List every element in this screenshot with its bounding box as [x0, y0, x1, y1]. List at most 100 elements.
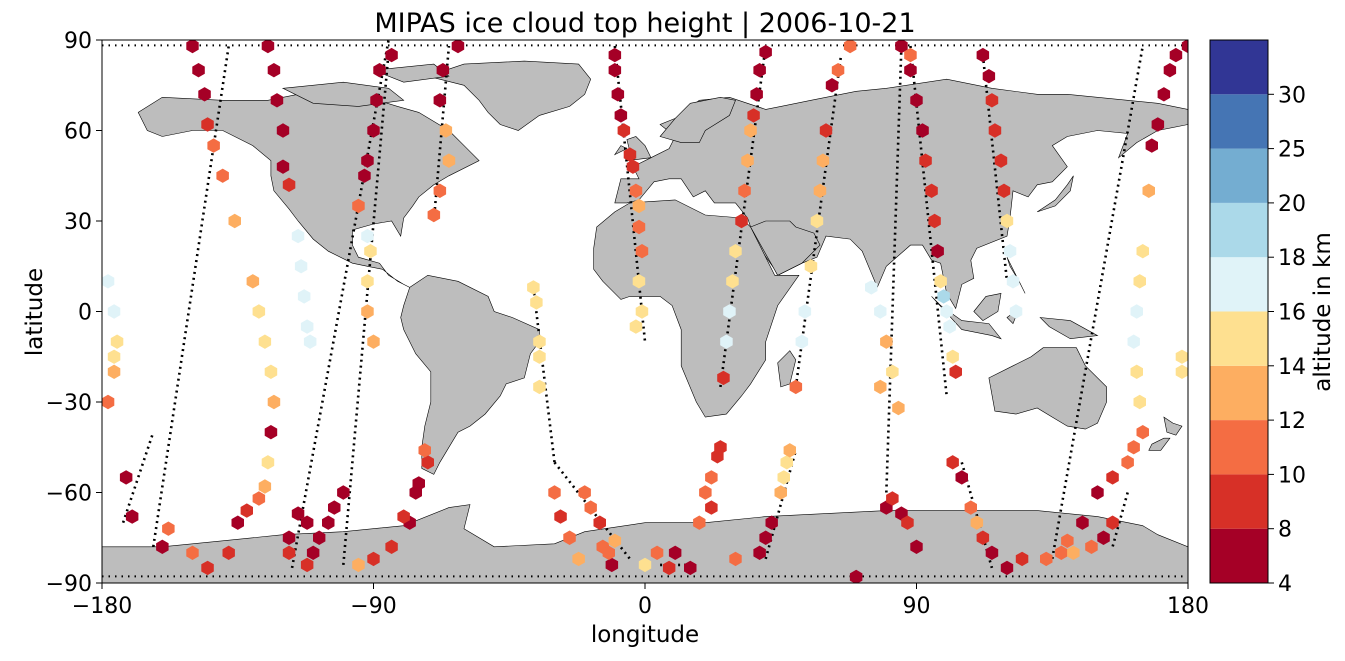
cloud-marker-11-0 — [789, 379, 803, 395]
cloud-marker-11-10 — [843, 40, 857, 54]
colorbar-segment-1 — [1210, 474, 1268, 529]
cloud-marker-8-7 — [705, 470, 718, 485]
cloud-marker-3-16 — [361, 153, 374, 168]
cloud-marker-9-0 — [717, 370, 730, 386]
cloud-marker-4-4 — [578, 485, 591, 500]
cloud-marker-16-6 — [1121, 455, 1134, 470]
cloud-marker-16-2 — [1061, 533, 1074, 548]
cloud-marker-6-4 — [433, 93, 447, 108]
cloud-marker-8-3 — [668, 545, 682, 560]
cloud-marker-7-13 — [629, 319, 643, 334]
cloud-marker-6-2 — [442, 153, 456, 168]
cloud-marker-6-0 — [427, 207, 441, 223]
cloud-marker-2-5 — [337, 485, 350, 500]
cloud-marker-16-19 — [1163, 63, 1177, 78]
land-canadian-archipelago — [281, 63, 450, 107]
cloud-marker-17-1 — [1097, 530, 1110, 545]
orbit-track-0 — [151, 45, 230, 547]
colorbar-segment-5 — [1210, 257, 1268, 312]
cloud-marker-12-4 — [901, 515, 914, 530]
cloud-marker-13-10 — [943, 319, 956, 334]
cloud-marker-4-2 — [563, 530, 576, 545]
cloud-marker-14-1 — [955, 470, 968, 485]
land-madagascar — [777, 350, 797, 388]
cloud-marker-0-7 — [252, 491, 266, 506]
colorbar-tick-label: 8 — [1278, 518, 1292, 543]
cloud-marker-11-7 — [819, 123, 833, 138]
cloud-marker-0-9 — [261, 455, 275, 470]
cloud-marker-16-13 — [1133, 274, 1146, 289]
cloud-marker-8-0 — [638, 557, 652, 573]
cloud-marker-3-12 — [364, 244, 377, 259]
cloud-marker-14-7 — [1015, 551, 1029, 567]
cloud-marker-12-5 — [910, 539, 923, 554]
cloud-marker-2-12 — [267, 63, 281, 78]
cloud-marker-2-19 — [300, 319, 314, 334]
cloud-marker-11-2 — [798, 304, 812, 319]
land-arabia — [750, 220, 821, 276]
colorbar-segment-6 — [1210, 202, 1268, 258]
cloud-marker-10-3 — [765, 515, 778, 530]
cloud-markers — [102, 40, 1188, 583]
colorbar-tick-label: 10 — [1278, 463, 1306, 488]
cloud-marker-12-2 — [886, 491, 899, 506]
cloud-marker-7-12 — [635, 304, 649, 319]
cloud-marker-11-5 — [813, 183, 827, 198]
cloud-marker-2-6 — [282, 530, 296, 545]
x-tick-label: 180 — [1167, 594, 1209, 619]
cloud-marker-10-4 — [774, 485, 787, 500]
cloud-marker-9-10 — [750, 87, 763, 102]
cloud-marker-6-5 — [436, 63, 450, 78]
cloud-marker-11-8 — [825, 78, 839, 93]
colorbar-tick-label: 14 — [1278, 355, 1306, 380]
cloud-marker-15-2 — [985, 93, 999, 108]
cloud-marker-14-5 — [985, 545, 999, 560]
cloud-marker-15-4 — [994, 153, 1008, 168]
cloud-marker-16-16 — [1145, 138, 1158, 153]
colorbar-tick-label: 12 — [1278, 409, 1306, 434]
cloud-marker-3-5 — [421, 455, 434, 470]
cloud-marker-9-6 — [738, 183, 751, 198]
orbit-track-3 — [342, 51, 390, 566]
cloud-marker-2-17 — [294, 259, 308, 274]
colorbar-tick-label: 25 — [1278, 138, 1306, 163]
cloud-marker-4-9 — [602, 545, 615, 560]
cloud-marker-3-13 — [361, 228, 374, 244]
cloud-marker-8-4 — [684, 560, 697, 576]
cloud-marker-5-4 — [533, 379, 546, 395]
colorbar-segment-3 — [1210, 365, 1268, 421]
cloud-marker-3-10 — [361, 304, 374, 319]
cloud-marker-17-2 — [1085, 539, 1098, 554]
cloud-marker-7-9 — [632, 219, 646, 235]
cloud-marker-13-6 — [931, 244, 944, 259]
cloud-marker-5-3 — [533, 349, 546, 364]
cloud-marker-13-8 — [937, 289, 950, 304]
cloud-marker-14-0 — [946, 455, 959, 470]
cloud-marker-1-2 — [102, 394, 115, 410]
cloud-marker-17-5 — [1175, 349, 1188, 364]
cloud-marker-11-4 — [810, 213, 824, 229]
cloud-marker-13-12 — [949, 364, 962, 379]
x-tick-label: −180 — [72, 594, 132, 619]
cloud-marker-0-6 — [240, 503, 253, 518]
chart-title: MIPAS ice cloud top height | 2006-10-21 — [374, 8, 915, 39]
cloud-marker-3-9 — [367, 334, 380, 349]
cloud-marker-12-8 — [880, 334, 893, 349]
land-philippines — [1006, 257, 1026, 294]
colorbar-segment-4 — [1210, 311, 1268, 366]
x-tick-label: 0 — [638, 594, 652, 619]
y-tick-label: 0 — [78, 301, 92, 326]
cloud-marker-15-7 — [1003, 244, 1017, 259]
cloud-marker-3-14 — [352, 198, 365, 214]
cloud-marker-0-18 — [207, 138, 220, 153]
cloud-marker-10-2 — [759, 530, 772, 545]
cloud-marker-4-6 — [593, 515, 606, 530]
cloud-marker-14-3 — [970, 515, 984, 530]
cloud-marker-2-20 — [303, 334, 317, 349]
cloud-marker-15-6 — [1000, 213, 1014, 229]
cloud-marker-7-1 — [608, 63, 622, 78]
cloud-marker-4-8 — [605, 557, 619, 573]
cloud-marker-3-17 — [367, 123, 380, 138]
orbit-track-12 — [885, 45, 903, 493]
